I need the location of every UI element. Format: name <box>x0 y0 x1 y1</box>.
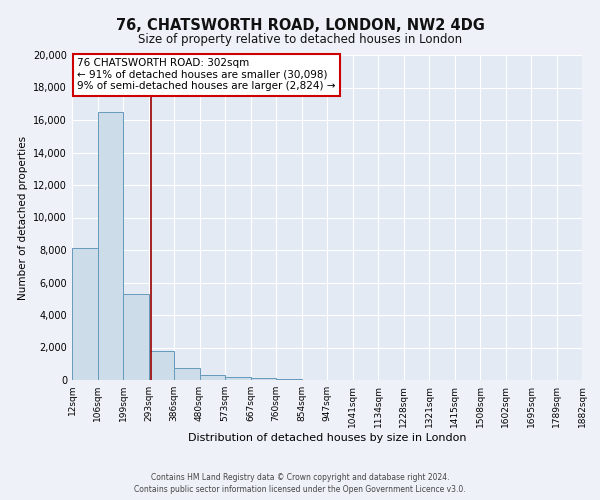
Bar <box>251 378 276 380</box>
Bar <box>276 379 302 380</box>
Bar <box>199 375 225 380</box>
Y-axis label: Number of detached properties: Number of detached properties <box>18 136 28 300</box>
Bar <box>72 248 97 380</box>
Text: 76, CHATSWORTH ROAD, LONDON, NW2 4DG: 76, CHATSWORTH ROAD, LONDON, NW2 4DG <box>116 18 484 32</box>
Text: Size of property relative to detached houses in London: Size of property relative to detached ho… <box>138 32 462 46</box>
Bar <box>97 112 123 380</box>
Bar <box>225 377 251 380</box>
Text: Contains HM Land Registry data © Crown copyright and database right 2024.
Contai: Contains HM Land Registry data © Crown c… <box>134 472 466 494</box>
X-axis label: Distribution of detached houses by size in London: Distribution of detached houses by size … <box>188 432 466 442</box>
Bar <box>123 294 149 380</box>
Bar <box>174 368 199 380</box>
Text: 76 CHATSWORTH ROAD: 302sqm
← 91% of detached houses are smaller (30,098)
9% of s: 76 CHATSWORTH ROAD: 302sqm ← 91% of deta… <box>77 58 335 92</box>
Bar <box>149 351 174 380</box>
